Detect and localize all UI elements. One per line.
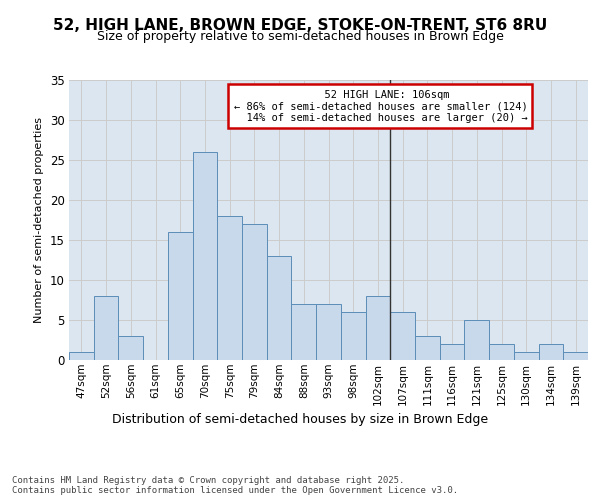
Bar (316, 304, 341, 360)
Bar (390, 312, 415, 360)
Text: Distribution of semi-detached houses by size in Brown Edge: Distribution of semi-detached houses by … (112, 412, 488, 426)
Bar (242, 224, 267, 360)
Bar (292, 304, 316, 360)
Bar (267, 256, 292, 360)
Bar (415, 336, 440, 360)
Bar (94, 296, 118, 360)
Bar (464, 320, 489, 360)
Bar (69, 352, 94, 360)
Bar (440, 344, 464, 360)
Bar (193, 152, 217, 360)
Bar (168, 232, 193, 360)
Bar (365, 296, 390, 360)
Bar (539, 344, 563, 360)
Bar (563, 352, 588, 360)
Text: 52 HIGH LANE: 106sqm
← 86% of semi-detached houses are smaller (124)
  14% of se: 52 HIGH LANE: 106sqm ← 86% of semi-detac… (233, 90, 527, 123)
Y-axis label: Number of semi-detached properties: Number of semi-detached properties (34, 117, 44, 323)
Text: Size of property relative to semi-detached houses in Brown Edge: Size of property relative to semi-detach… (97, 30, 503, 43)
Bar (489, 344, 514, 360)
Text: 52, HIGH LANE, BROWN EDGE, STOKE-ON-TRENT, ST6 8RU: 52, HIGH LANE, BROWN EDGE, STOKE-ON-TREN… (53, 18, 547, 32)
Bar (341, 312, 365, 360)
Text: Contains HM Land Registry data © Crown copyright and database right 2025.
Contai: Contains HM Land Registry data © Crown c… (12, 476, 458, 495)
Bar (217, 216, 242, 360)
Bar (118, 336, 143, 360)
Bar (514, 352, 539, 360)
